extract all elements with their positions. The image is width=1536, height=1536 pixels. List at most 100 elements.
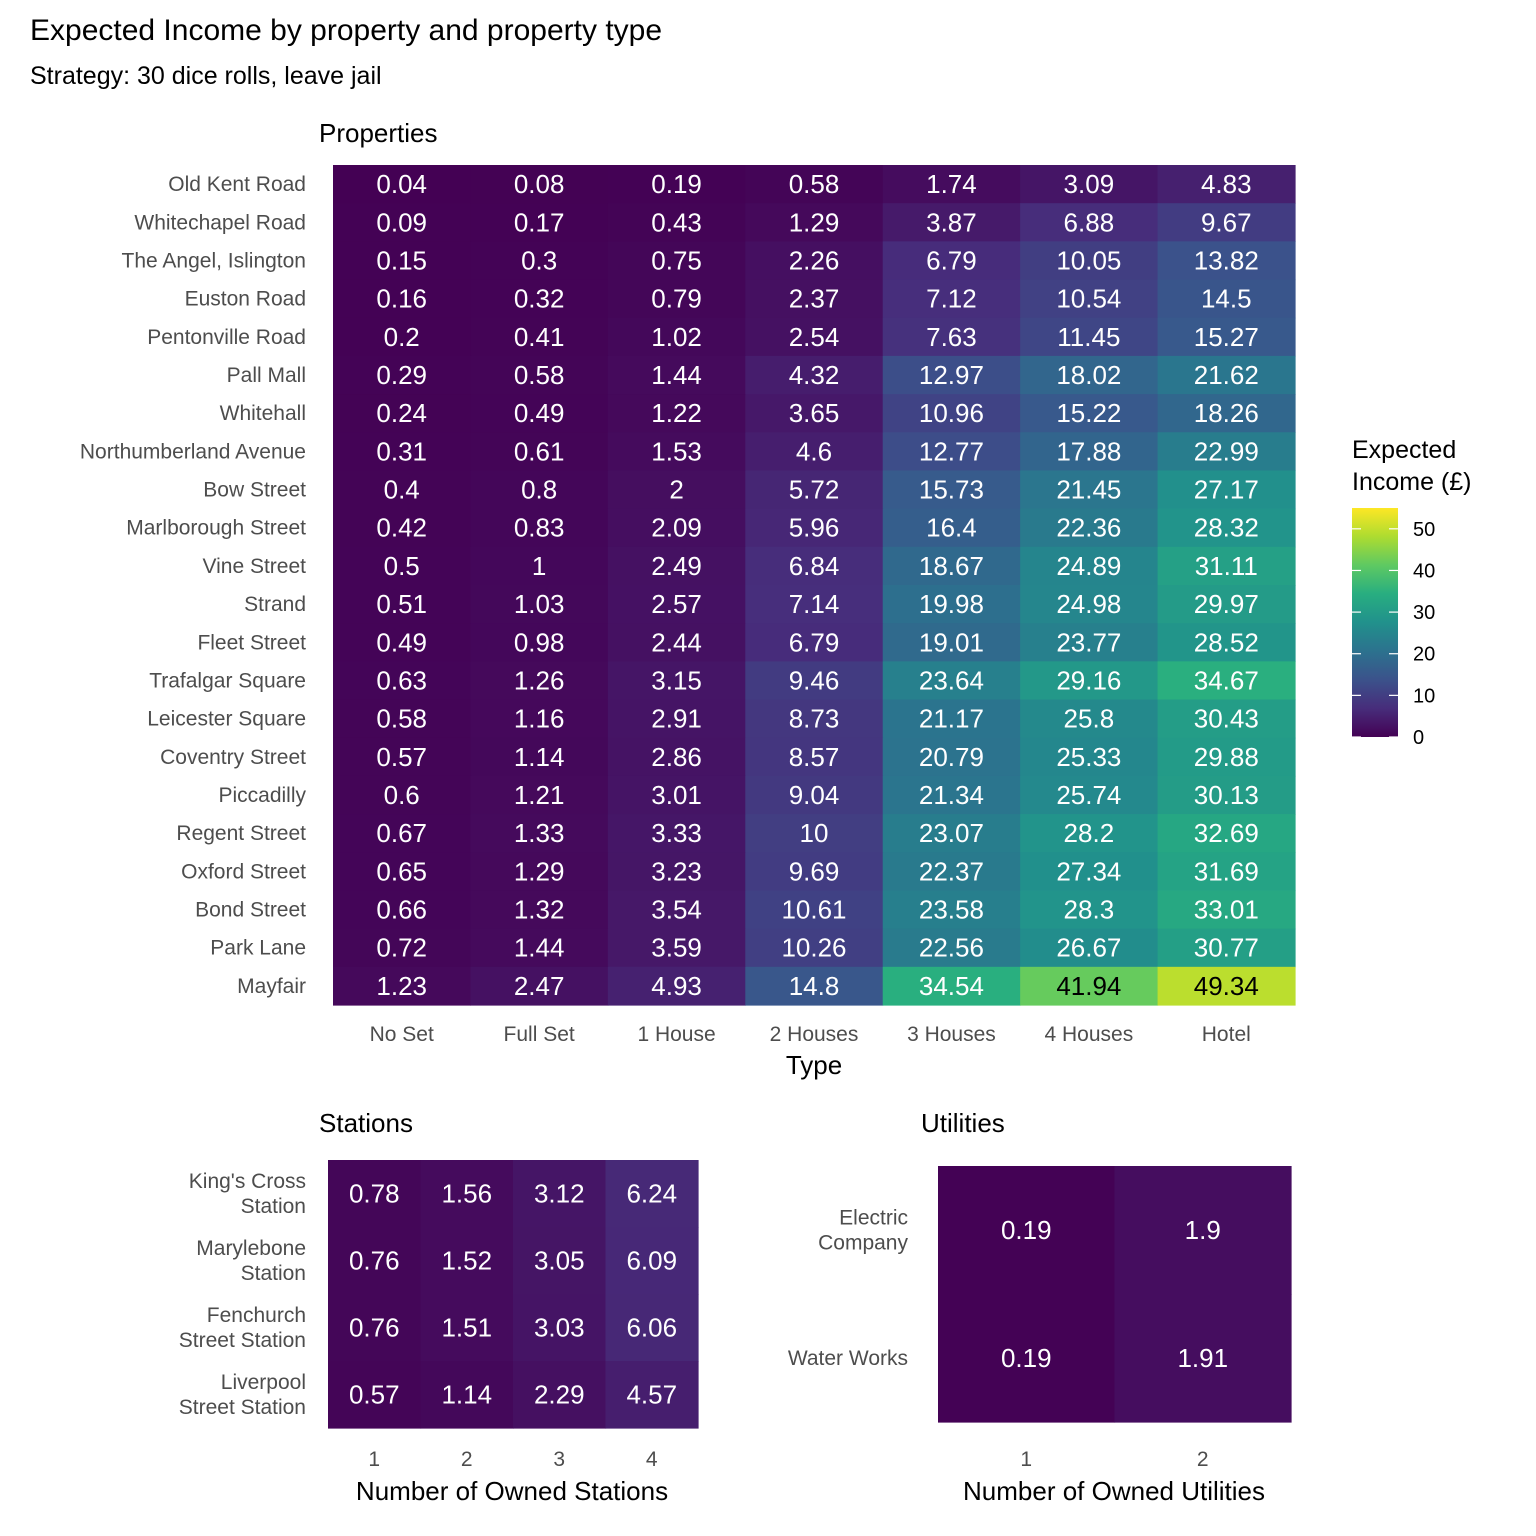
properties-cell-value: 1 xyxy=(532,551,546,581)
properties-cell xyxy=(333,928,472,968)
properties-cell xyxy=(1157,241,1296,281)
properties-cell xyxy=(1157,623,1296,662)
properties-cell xyxy=(333,775,472,815)
properties-cell-value: 0.51 xyxy=(376,589,427,619)
properties-cell xyxy=(1020,394,1159,433)
properties-cell-value: 0.61 xyxy=(514,436,565,466)
properties-cell-value: 3.23 xyxy=(651,856,702,886)
properties-cell xyxy=(882,623,1021,662)
properties-cell-value: 1.29 xyxy=(514,856,565,886)
properties-row-label-vine-street: Vine Street xyxy=(202,555,306,578)
properties-row-label-mayfair: Mayfair xyxy=(237,975,306,998)
properties-cell-value: 0.98 xyxy=(514,627,565,657)
properties-cell xyxy=(1157,203,1296,242)
properties-cell xyxy=(745,890,884,930)
properties-cell xyxy=(1020,814,1159,853)
properties-cell xyxy=(882,661,1021,701)
properties-cell xyxy=(745,432,884,472)
properties-cell xyxy=(882,966,1021,1006)
properties-cell xyxy=(470,432,609,472)
properties-col-label-hotel: Hotel xyxy=(1202,1023,1251,1046)
properties-cell-value: 34.54 xyxy=(919,971,984,1001)
properties-cell-value: 8.73 xyxy=(789,704,840,734)
properties-cell-value: 2.91 xyxy=(651,704,702,734)
properties-cell-value: 26.67 xyxy=(1056,933,1121,963)
properties-cell xyxy=(333,394,472,433)
properties-cell-value: 0.17 xyxy=(514,207,565,237)
properties-cell xyxy=(607,470,746,510)
properties-cell xyxy=(882,928,1021,968)
properties-cell-value: 0.08 xyxy=(514,169,565,199)
properties-cell-value: 0.42 xyxy=(376,513,427,543)
properties-cell-value: 1.29 xyxy=(789,207,840,237)
properties-cell-value: 10.26 xyxy=(781,933,846,963)
properties-cell xyxy=(1020,699,1159,739)
properties-cell xyxy=(882,737,1021,777)
properties-cell-value: 4.6 xyxy=(796,436,832,466)
properties-row-label-whitehall: Whitehall xyxy=(220,402,306,425)
properties-cell-value: 1.26 xyxy=(514,665,565,695)
properties-cell-value: 16.4 xyxy=(926,513,977,543)
properties-cell xyxy=(333,432,472,472)
stations-cell xyxy=(513,1361,607,1429)
properties-cell xyxy=(333,814,472,853)
properties-cell xyxy=(1157,585,1296,624)
properties-cell-value: 2.54 xyxy=(789,322,840,352)
properties-cell-value: 0.32 xyxy=(514,284,565,314)
properties-cell-value: 31.69 xyxy=(1194,856,1259,886)
properties-cell xyxy=(1020,165,1159,204)
stations-cell-value: 0.76 xyxy=(349,1313,400,1343)
properties-cell-value: 23.77 xyxy=(1056,627,1121,657)
legend-tick-label: 0 xyxy=(1413,727,1424,749)
properties-cell-value: 2.86 xyxy=(651,742,702,772)
properties-cell xyxy=(1157,814,1296,853)
properties-cell-value: 1.02 xyxy=(651,322,702,352)
stations-cell-value: 0.78 xyxy=(349,1179,400,1209)
utilities-heatmap-cells: 0.19 1.9 0.19 1.91 xyxy=(938,1166,1292,1423)
properties-cell-value: 21.62 xyxy=(1194,360,1259,390)
stations-cell-value: 0.76 xyxy=(349,1246,400,1276)
properties-cell-value: 0.29 xyxy=(376,360,427,390)
properties-cell-value: 23.58 xyxy=(919,895,984,925)
properties-cell-value: 0.43 xyxy=(651,207,702,237)
properties-cell xyxy=(1157,966,1296,1006)
utilities-col-label-1: 1 xyxy=(1020,1448,1032,1471)
properties-cell-value: 2 xyxy=(669,475,683,505)
properties-cell-value: 1.33 xyxy=(514,818,565,848)
properties-cell xyxy=(1157,508,1296,548)
properties-cell-value: 32.69 xyxy=(1194,818,1259,848)
properties-cell-value: 7.14 xyxy=(789,589,840,619)
stations-cell-value: 1.52 xyxy=(441,1246,492,1276)
utilities-cell-value: 1.91 xyxy=(1177,1343,1228,1373)
properties-cell-value: 15.22 xyxy=(1056,398,1121,428)
stations-cell xyxy=(328,1294,422,1362)
properties-col-label-2-houses: 2 Houses xyxy=(770,1023,859,1046)
properties-cell-value: 7.63 xyxy=(926,322,977,352)
properties-cell xyxy=(882,394,1021,433)
properties-cell xyxy=(882,432,1021,472)
properties-cell-value: 17.88 xyxy=(1056,436,1121,466)
properties-cell-value: 3.59 xyxy=(651,933,702,963)
properties-cell xyxy=(470,394,609,433)
properties-cell-value: 0.41 xyxy=(514,322,565,352)
properties-cell-value: 2.37 xyxy=(789,284,840,314)
properties-cell xyxy=(1020,775,1159,815)
properties-cell xyxy=(333,661,472,701)
properties-cell xyxy=(745,661,884,701)
properties-cell-value: 0.58 xyxy=(789,169,840,199)
properties-cell-value: 13.82 xyxy=(1194,245,1259,275)
properties-cell xyxy=(745,470,884,510)
properties-x-axis-title: Type xyxy=(786,1050,842,1080)
properties-cell-value: 10 xyxy=(800,818,829,848)
properties-cell xyxy=(607,585,746,624)
properties-row-label-oxford-street: Oxford Street xyxy=(181,860,306,883)
properties-cell xyxy=(745,317,884,357)
stations-y-tick-labels: King's Cross Station Marylebone Station Fenc… xyxy=(179,1170,306,1419)
properties-cell xyxy=(1157,775,1296,815)
properties-cell xyxy=(1020,470,1159,510)
properties-cell xyxy=(1020,661,1159,701)
properties-cell xyxy=(882,699,1021,739)
properties-cell xyxy=(745,737,884,777)
